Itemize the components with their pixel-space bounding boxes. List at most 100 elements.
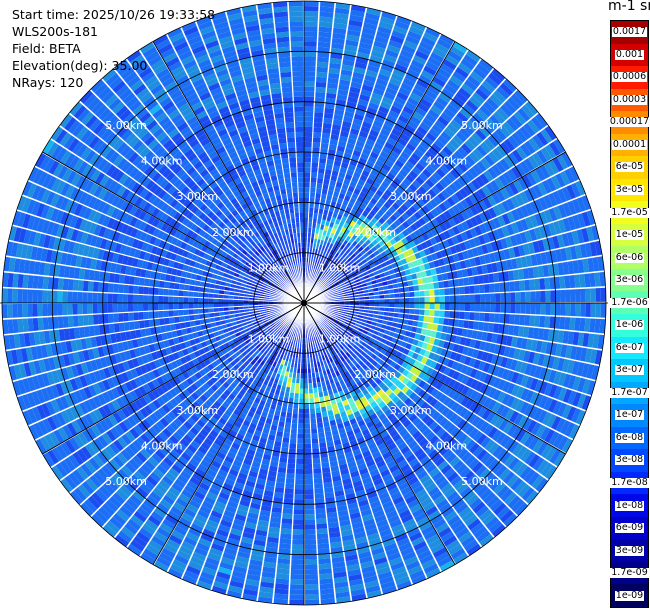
ppi-cell <box>474 128 487 141</box>
ppi-cell <box>379 294 385 299</box>
ppi-cell <box>284 427 291 434</box>
ppi-cell <box>469 227 478 238</box>
ppi-cell <box>548 141 561 157</box>
ppi-cell <box>451 326 459 335</box>
ppi-cell <box>449 75 463 87</box>
ppi-cell <box>464 229 473 240</box>
ppi-cell <box>336 241 343 248</box>
ppi-cell <box>404 124 416 134</box>
ppi-cell <box>520 303 526 314</box>
ppi-cell <box>315 81 327 88</box>
ppi-cell <box>363 181 372 190</box>
ppi-cell <box>318 157 327 164</box>
ppi-cell <box>406 30 422 41</box>
ppi-cell <box>510 258 518 270</box>
ppi-cell <box>446 271 454 280</box>
ppi-cell <box>399 132 411 143</box>
ppi-cell <box>381 123 393 133</box>
ppi-cell <box>347 231 355 238</box>
ppi-cell <box>402 177 412 187</box>
ppi-cell <box>322 262 327 269</box>
ppi-cell <box>352 264 359 270</box>
ppi-cell <box>335 284 341 289</box>
ppi-cell <box>434 288 440 296</box>
ppi-cell <box>304 549 318 555</box>
ppi-cell <box>281 523 293 530</box>
ppi-cell <box>466 181 477 193</box>
ppi-cell <box>479 293 486 303</box>
ppi-cell <box>312 458 321 464</box>
ppi-cell <box>304 111 314 117</box>
ppi-cell <box>425 269 432 277</box>
ppi-cell <box>490 68 506 82</box>
ppi-cell <box>515 206 525 220</box>
ppi-cell <box>289 438 297 444</box>
ppi-cell <box>425 239 433 248</box>
ppi-cell <box>479 104 492 118</box>
ppi-cell <box>575 180 586 196</box>
ppi-cell <box>397 282 404 288</box>
ppi-cell <box>469 311 475 321</box>
ppi-cell <box>394 293 400 298</box>
ppi-cell <box>331 170 339 177</box>
ppi-cell <box>394 297 400 303</box>
ppi-cell <box>304 26 318 32</box>
ppi-cell <box>491 163 502 177</box>
ppi-cell <box>468 320 475 330</box>
ppi-cell <box>469 285 475 294</box>
ppi-cell <box>405 35 420 46</box>
ppi-cell <box>310 182 317 188</box>
ppi-cell <box>420 69 435 81</box>
ppi-cell <box>377 132 388 142</box>
ppi-cell <box>562 217 572 232</box>
ppi-cell <box>380 11 397 21</box>
ppi-cell <box>367 101 380 111</box>
ppi-cell <box>366 64 380 73</box>
ppi-cell <box>293 398 299 404</box>
ppi-cell <box>464 196 474 207</box>
ppi-cell <box>344 280 350 285</box>
ppi-cell <box>392 283 399 289</box>
ppi-cell <box>410 152 421 162</box>
ppi-cell <box>437 241 445 251</box>
ppi-cell <box>321 268 326 274</box>
ppi-cell <box>304 247 307 253</box>
ppi-cell <box>393 288 400 294</box>
ppi-cell <box>292 408 299 414</box>
ppi-cell <box>305 579 319 585</box>
ppi-cell <box>357 225 364 233</box>
ppi-cell <box>313 478 323 484</box>
ppi-cell <box>458 277 465 287</box>
ppi-cell <box>499 313 506 324</box>
ppi-cell <box>524 100 538 116</box>
ppi-cell <box>489 312 496 323</box>
ppi-cell <box>417 235 425 244</box>
ppi-cell <box>540 251 548 265</box>
ppi-cell <box>341 275 348 281</box>
ppi-cell <box>372 87 385 96</box>
ppi-cell <box>344 303 350 306</box>
ppi-cell <box>359 305 365 310</box>
ppi-cell <box>452 70 466 83</box>
ppi-cell <box>485 117 498 131</box>
ppi-cell <box>391 163 402 173</box>
ppi-cell <box>466 248 474 259</box>
ppi-cell <box>434 181 445 192</box>
ppi-cell <box>477 234 486 245</box>
ppi-cell <box>343 268 349 274</box>
ppi-cell <box>291 559 304 565</box>
ppi-cell <box>394 141 405 151</box>
ppi-cell <box>472 163 483 176</box>
ppi-cell <box>318 26 332 33</box>
ppi-cell <box>323 246 329 253</box>
ppi-cell <box>370 245 378 253</box>
ppi-cell <box>298 403 304 409</box>
ppi-cell <box>358 264 365 271</box>
ppi-cell <box>428 316 435 323</box>
ppi-cell <box>359 174 368 182</box>
ppi-cell <box>517 107 531 122</box>
ppi-cell <box>343 277 349 283</box>
ppi-cell <box>582 258 590 273</box>
ppi-cell <box>336 267 342 273</box>
ppi-cell <box>399 297 405 303</box>
